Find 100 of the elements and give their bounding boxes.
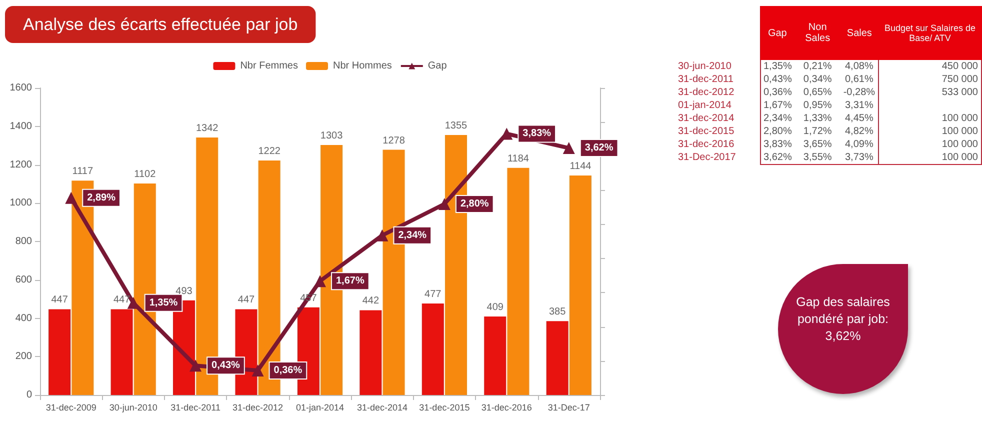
data-label: 493 bbox=[176, 286, 193, 297]
data-label: 0,36% bbox=[274, 364, 302, 376]
x-tick-label: 31-dec-2012 bbox=[232, 402, 284, 412]
y-tick-label: 200 bbox=[15, 351, 32, 362]
y-tick-label: 0 bbox=[26, 390, 32, 400]
point bbox=[376, 229, 388, 242]
text: 0,34% bbox=[803, 74, 832, 85]
legend-label: Gap bbox=[428, 60, 448, 72]
point bbox=[65, 192, 78, 204]
point bbox=[438, 198, 450, 210]
text: 450 000 bbox=[942, 61, 978, 72]
text: 3,65% bbox=[803, 139, 832, 150]
category-label: Gap bbox=[760, 6, 795, 60]
point bbox=[314, 275, 326, 288]
bar bbox=[360, 310, 382, 395]
data-label: 2,89% bbox=[87, 192, 116, 204]
data-label: 385 bbox=[548, 306, 566, 318]
data-label: 0,43% bbox=[212, 360, 240, 372]
x-tick-label: 31-dec-2015 bbox=[419, 402, 470, 412]
point bbox=[252, 364, 264, 376]
text: 0,95% bbox=[803, 100, 832, 111]
text: 3,31% bbox=[845, 100, 874, 111]
legend-label: Nbr Femmes bbox=[240, 60, 298, 72]
bar bbox=[507, 168, 530, 395]
data-label: 3,62% bbox=[584, 142, 614, 154]
data-label: 409 bbox=[486, 302, 504, 314]
text: 4,08% bbox=[845, 61, 874, 72]
data-label: 447 bbox=[238, 294, 256, 306]
category-label: 30-jun-2010 bbox=[678, 61, 732, 72]
data-label: 3,83% bbox=[522, 128, 552, 140]
point bbox=[562, 142, 575, 154]
category-label: 31-dec-2014 bbox=[678, 113, 734, 124]
text: 0,21% bbox=[803, 61, 832, 72]
text: 2,80% bbox=[764, 126, 792, 137]
bar bbox=[546, 321, 568, 395]
category-label: 31-dec-2011 bbox=[678, 74, 734, 85]
y-tick-label: 1200 bbox=[10, 159, 32, 170]
text: 100 000 bbox=[942, 126, 978, 137]
text: 0,36% bbox=[764, 87, 792, 98]
data-label: 1303 bbox=[320, 130, 344, 142]
data-label: 1,35% bbox=[149, 297, 178, 308]
text: Gap des salaires pondéré par job: 3,62% bbox=[796, 294, 890, 345]
x-tick-label: 01-jan-2014 bbox=[296, 402, 344, 412]
text: 0,43% bbox=[764, 74, 792, 85]
text: 1,72% bbox=[803, 126, 832, 137]
data-label: 1102 bbox=[134, 169, 156, 180]
bar bbox=[110, 309, 133, 395]
category-label: 01-jan-2014 bbox=[678, 100, 732, 111]
text: 4,09% bbox=[845, 139, 874, 150]
data-label: 1278 bbox=[382, 135, 406, 146]
x-tick-label: 31-Dec-17 bbox=[548, 402, 590, 412]
data-label: 1342 bbox=[196, 123, 219, 134]
category-label: 31-Dec-2017 bbox=[678, 152, 736, 164]
data-label: 1144 bbox=[570, 160, 592, 172]
bar bbox=[569, 175, 592, 395]
text: 3,62% bbox=[764, 152, 792, 163]
data-label: 2,80% bbox=[460, 198, 489, 210]
text: 3,55% bbox=[803, 152, 832, 163]
y-tick-label: 1000 bbox=[10, 198, 32, 209]
x-tick-label: 31-dec-2009 bbox=[46, 402, 96, 412]
data-label: 447 bbox=[113, 294, 131, 306]
category-label: 31-dec-2012 bbox=[678, 87, 734, 98]
point bbox=[190, 360, 202, 372]
legend-label: Nbr Hommes bbox=[332, 60, 392, 72]
x-tick-label: 31-dec-2011 bbox=[170, 402, 220, 412]
bar bbox=[484, 316, 506, 395]
data-label: 442 bbox=[362, 296, 380, 307]
text: 100 000 bbox=[942, 152, 978, 163]
text: -0,28% bbox=[843, 87, 876, 98]
x-tick-label: 31-dec-2014 bbox=[356, 402, 408, 412]
text: 533 000 bbox=[942, 87, 978, 98]
text: 0,61% bbox=[845, 74, 874, 85]
data-label: 1117 bbox=[72, 166, 94, 178]
category-label: Budget sur Salaires de Base/ ATV bbox=[878, 6, 982, 60]
text: 1,67% bbox=[764, 100, 792, 111]
y-tick-label: 1400 bbox=[10, 120, 32, 132]
category-label: 31-dec-2015 bbox=[678, 126, 734, 137]
data-label: 447 bbox=[51, 294, 68, 306]
category-label: Sales bbox=[840, 6, 879, 60]
text: 750 000 bbox=[942, 74, 978, 85]
bar bbox=[422, 303, 444, 395]
y-tick-label: 400 bbox=[15, 312, 32, 324]
category-label: 31-dec-2016 bbox=[678, 139, 734, 150]
x-tick-label: 30-jun-2010 bbox=[109, 402, 158, 412]
text: 4,82% bbox=[845, 126, 874, 137]
text: 4,45% bbox=[845, 113, 874, 124]
data-label: 1355 bbox=[444, 120, 468, 132]
text: 2,34% bbox=[764, 113, 792, 124]
data-label: 2,34% bbox=[398, 230, 427, 241]
text: 100 000 bbox=[942, 113, 978, 124]
bar bbox=[48, 309, 71, 395]
text: 0,65% bbox=[803, 87, 832, 98]
x-tick-label: 31-dec-2016 bbox=[481, 402, 532, 412]
text: 3,73% bbox=[845, 152, 874, 163]
text: 1,35% bbox=[764, 61, 792, 72]
y-tick-label: 1600 bbox=[10, 82, 32, 94]
text: 3,83% bbox=[764, 139, 792, 150]
text: 100 000 bbox=[942, 139, 978, 150]
data-label: 1184 bbox=[507, 153, 530, 164]
data-label: 1,67% bbox=[336, 276, 364, 287]
